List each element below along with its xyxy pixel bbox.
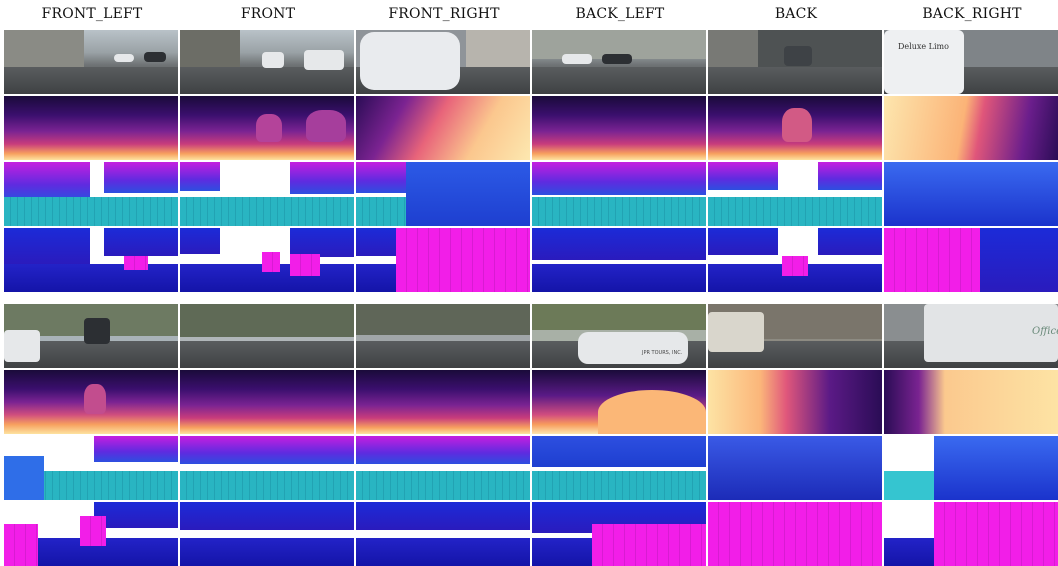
depth-map-front-right <box>356 370 530 434</box>
occupancy-render-front <box>180 502 354 566</box>
column-label-front-right: FRONT_RIGHT <box>388 6 500 22</box>
voxel-render-back <box>708 436 882 500</box>
occupancy-render-back-left <box>532 228 706 292</box>
voxel-render-back-left <box>532 162 706 226</box>
depth-map-front-right <box>356 96 530 160</box>
occupancy-render-front-right <box>356 228 530 292</box>
voxel-render-back-left <box>532 436 706 500</box>
voxel-render-front-right <box>356 436 530 500</box>
occupancy-render-front-right <box>356 502 530 566</box>
voxel-render-front <box>180 162 354 226</box>
depth-map-back-left <box>532 96 706 160</box>
occupancy-render-back <box>708 502 882 566</box>
column-header: FRONT_LEFT FRONT FRONT_RIGHT BACK_LEFT B… <box>0 0 1058 28</box>
occupancy-render-back-right <box>884 228 1058 292</box>
depth-map-front <box>180 96 354 160</box>
camera-image-front <box>180 30 354 94</box>
voxel-render-front-right <box>356 162 530 226</box>
occupancy-row <box>4 228 1058 292</box>
column-label-front: FRONT <box>240 6 296 22</box>
column-label-back: BACK <box>774 6 818 22</box>
truck-text: Office <box>1032 326 1058 337</box>
occupancy-render-front-left <box>4 228 178 292</box>
occupancy-render-front-left <box>4 502 178 566</box>
camera-image-back-right: Deluxe Limo <box>884 30 1058 94</box>
semantic-voxel-row <box>4 436 1058 500</box>
camera-row: JPR TOURS, INC. Office <box>4 304 1058 368</box>
occupancy-render-front <box>180 228 354 292</box>
depth-map-back <box>708 96 882 160</box>
voxel-render-back-right <box>884 436 1058 500</box>
voxel-render-front-left <box>4 162 178 226</box>
depth-map-back-right <box>884 370 1058 434</box>
car-text: JPR TOURS, INC. <box>642 350 683 356</box>
camera-image-front-left <box>4 304 178 368</box>
occupancy-render-back-right <box>884 502 1058 566</box>
camera-row: Deluxe Limo <box>4 30 1058 94</box>
camera-image-front-right <box>356 30 530 94</box>
column-label-back-right: BACK_RIGHT <box>922 6 1022 22</box>
voxel-render-front-left <box>4 436 178 500</box>
depth-map-back-right <box>884 96 1058 160</box>
depth-map-back-left <box>532 370 706 434</box>
column-label-front-left: FRONT_LEFT <box>41 6 143 22</box>
camera-image-front-right <box>356 304 530 368</box>
camera-image-back-right: Office <box>884 304 1058 368</box>
semantic-voxel-row <box>4 162 1058 226</box>
camera-image-back-left <box>532 30 706 94</box>
camera-image-back <box>708 304 882 368</box>
voxel-render-back <box>708 162 882 226</box>
voxel-render-back-right <box>884 162 1058 226</box>
depth-map-front-left <box>4 370 178 434</box>
depth-map-front <box>180 370 354 434</box>
camera-image-back-left: JPR TOURS, INC. <box>532 304 706 368</box>
occupancy-render-back-left <box>532 502 706 566</box>
column-label-back-left: BACK_LEFT <box>575 6 665 22</box>
depth-row <box>4 96 1058 160</box>
occupancy-render-back <box>708 228 882 292</box>
depth-map-front-left <box>4 96 178 160</box>
occupancy-row <box>4 502 1058 566</box>
camera-image-back <box>708 30 882 94</box>
camera-image-front <box>180 304 354 368</box>
depth-map-back <box>708 370 882 434</box>
van-text: Deluxe Limo <box>898 42 949 51</box>
camera-image-front-left <box>4 30 178 94</box>
voxel-render-front <box>180 436 354 500</box>
depth-row <box>4 370 1058 434</box>
